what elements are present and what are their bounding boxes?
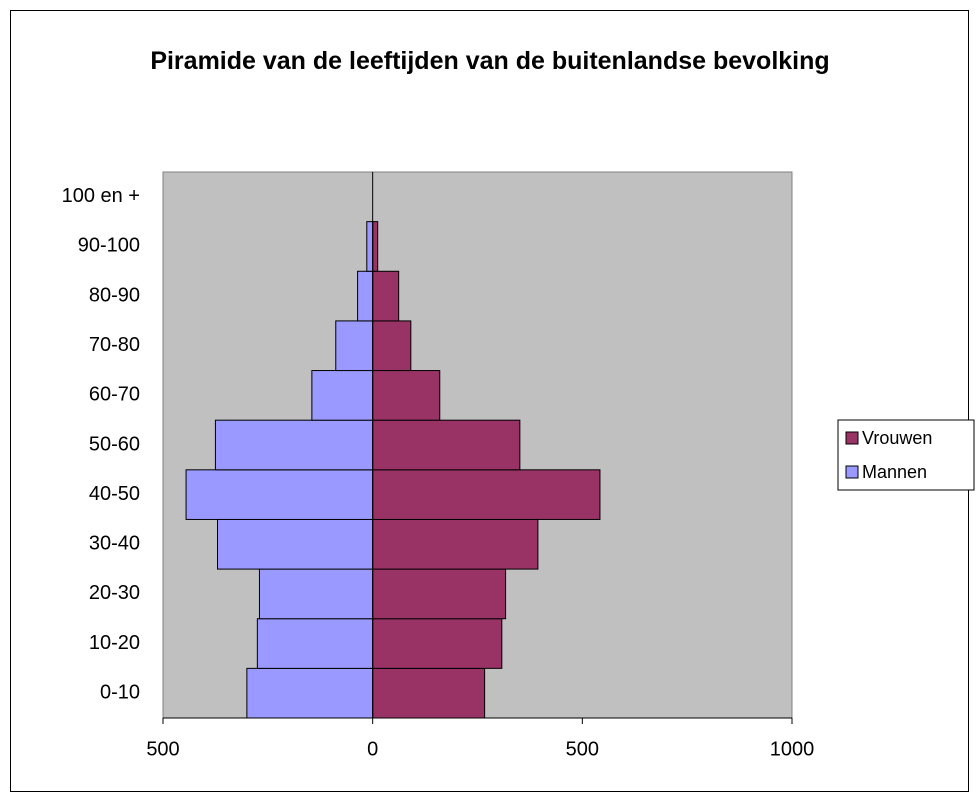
bar — [214, 419, 374, 471]
x-tick-label: 500 — [146, 738, 179, 760]
bar — [372, 518, 539, 570]
bar — [311, 370, 374, 421]
bar — [372, 270, 400, 322]
legend-label: Mannen — [862, 462, 927, 482]
y-tick-label: 90-100 — [78, 235, 140, 257]
y-tick-label: 30-40 — [89, 533, 140, 555]
bar — [372, 667, 486, 719]
bar — [372, 221, 379, 272]
bar — [366, 221, 374, 272]
bar — [372, 618, 503, 669]
legend-box — [837, 419, 975, 491]
bar — [357, 270, 374, 322]
bar — [256, 618, 374, 669]
x-tick-label: 500 — [566, 738, 599, 760]
y-tick-label: 0-10 — [100, 681, 140, 703]
chart-title: Piramide van de leeftijden van de buiten… — [150, 47, 830, 75]
y-tick-label: 10-20 — [89, 632, 140, 654]
y-tick-label: 80-90 — [89, 284, 140, 306]
legend-swatch — [845, 431, 859, 445]
x-tick-label: 1000 — [770, 738, 815, 760]
bar — [246, 667, 374, 719]
y-tick-label: 100 en + — [62, 185, 140, 207]
bar — [372, 320, 412, 372]
bar — [372, 419, 521, 471]
bar — [335, 320, 374, 372]
bar — [372, 469, 601, 520]
x-tick-label: 0 — [367, 738, 378, 760]
legend-label: Vrouwen — [862, 428, 932, 448]
legend-swatch — [845, 465, 859, 479]
bar — [372, 370, 441, 421]
y-tick-label: 50-60 — [89, 433, 140, 455]
y-tick-label: 70-80 — [89, 334, 140, 356]
bar — [258, 568, 374, 620]
bar — [217, 518, 374, 570]
y-tick-label: 20-30 — [89, 582, 140, 604]
bar — [185, 469, 374, 520]
y-tick-label: 60-70 — [89, 384, 140, 406]
y-tick-label: 40-50 — [89, 483, 140, 505]
bar — [372, 568, 507, 620]
